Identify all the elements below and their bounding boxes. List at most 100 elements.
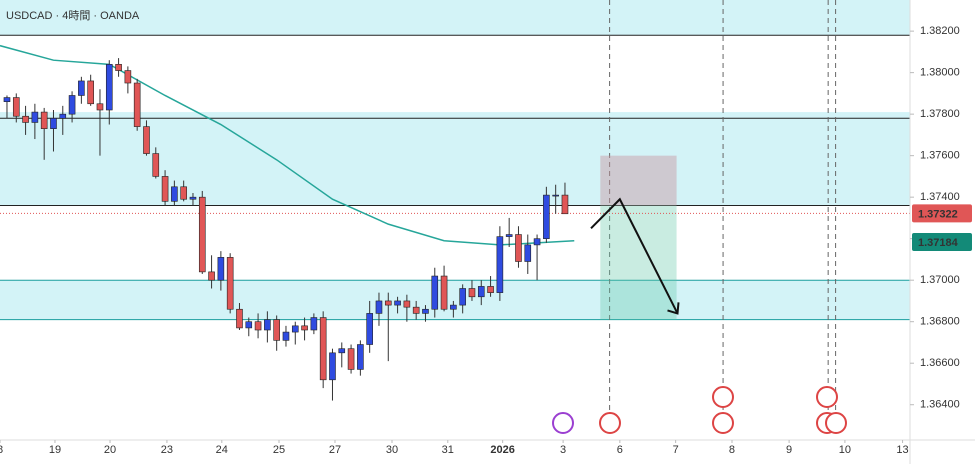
x-tick-label: 8: [0, 444, 3, 456]
x-tick-label: 27: [329, 444, 341, 456]
x-tick-label: 23: [161, 444, 173, 456]
candle-body: [264, 319, 271, 331]
y-tick-label: 1.37400: [920, 191, 960, 203]
event-icon: [816, 386, 838, 408]
x-tick-label: 10: [839, 444, 851, 456]
candle-body: [477, 286, 485, 298]
y-tick-label: 1.37600: [920, 150, 960, 162]
candle-body: [422, 308, 429, 314]
candle-body: [515, 234, 522, 262]
candle-body: [105, 64, 113, 111]
x-tick-label: 9: [786, 444, 792, 456]
candle-body: [12, 97, 20, 117]
candle-body: [78, 80, 85, 96]
candle-body: [96, 103, 104, 111]
candle-body: [133, 82, 141, 127]
candle-body: [412, 306, 420, 314]
arrow: [590, 197, 679, 314]
x-tick-label: 2026: [490, 444, 514, 456]
candle-body: [403, 300, 411, 308]
candle-body: [310, 317, 318, 331]
event-icon: [712, 386, 734, 408]
candle-body: [31, 111, 39, 123]
candle-body: [115, 64, 122, 71]
x-tick-label: 6: [617, 444, 623, 456]
event-icon: [552, 412, 574, 434]
candle-body: [552, 194, 559, 197]
candle-body: [347, 348, 355, 370]
zone: [0, 112, 910, 206]
x-tick-label: 30: [386, 444, 398, 456]
x-tick-label: 7: [673, 444, 679, 456]
candle-body: [161, 176, 169, 202]
candle-body: [171, 186, 178, 202]
chart-title: USDCAD · 4時間 · OANDA: [6, 9, 140, 22]
candle-body: [533, 238, 541, 246]
candle-body: [357, 344, 364, 370]
candle-body: [180, 186, 187, 200]
price-badge: [912, 233, 972, 251]
candle-body: [291, 325, 299, 333]
target-zone: [600, 205, 677, 320]
candle-body: [245, 321, 253, 329]
candle-body: [282, 331, 290, 341]
candle-body: [394, 300, 401, 306]
candle-body: [384, 300, 392, 306]
candle-body: [338, 348, 346, 354]
candle-body: [217, 257, 225, 281]
candle-body: [496, 236, 504, 293]
candle-body: [189, 196, 197, 200]
x-tick-label: 19: [49, 444, 61, 456]
candle-body: [450, 304, 457, 310]
x-tick-label: 25: [273, 444, 285, 456]
candle-body: [124, 70, 132, 84]
event-icons: [552, 386, 847, 434]
y-tick-label: 1.37800: [920, 108, 960, 120]
y-tick-label: 1.37000: [920, 274, 960, 286]
event-icon: [825, 412, 847, 434]
candle-body: [561, 194, 569, 215]
candle-body: [329, 352, 336, 381]
zone: [0, 0, 910, 36]
candle-body: [375, 300, 383, 314]
candle-body: [143, 126, 150, 154]
price-badge: [912, 204, 972, 223]
x-tick-label: 13: [896, 444, 908, 456]
x-tick-label: 20: [104, 444, 116, 456]
candle-body: [543, 194, 550, 239]
event-icon: [712, 412, 734, 434]
candle-body: [226, 257, 234, 310]
candle-body: [87, 80, 94, 105]
candle-body: [3, 97, 11, 102]
candle-body: [236, 308, 243, 329]
y-tick-label: 1.38000: [920, 67, 960, 79]
candle-body: [431, 275, 439, 310]
candle-body: [319, 317, 327, 381]
candle-body: [487, 286, 494, 293]
event-icon: [599, 412, 621, 434]
arrow-head: [667, 302, 680, 315]
moving-average: [0, 44, 575, 246]
candle-body: [273, 319, 280, 341]
candle-body: [208, 271, 215, 281]
candle-body: [59, 113, 67, 119]
y-tick-label: 1.36400: [920, 399, 960, 411]
candle-body: [50, 118, 57, 129]
y-tick-label: 1.36800: [920, 316, 960, 328]
x-tick-label: 24: [216, 444, 228, 456]
x-tick-label: 3: [560, 444, 566, 456]
candle-body: [468, 288, 476, 298]
stop-zone: [600, 155, 677, 206]
x-tick-label: 31: [442, 444, 454, 456]
candle-body: [459, 288, 466, 306]
candle-body: [254, 321, 262, 331]
y-tick-label: 1.36600: [920, 357, 960, 369]
y-tick-label: 1.38200: [920, 25, 960, 37]
zone: [0, 280, 910, 320]
candle-body: [22, 115, 29, 123]
candle-body: [524, 244, 532, 262]
candle-body: [152, 153, 160, 177]
x-tick-label: 8: [729, 444, 735, 456]
candle-body: [40, 111, 48, 129]
